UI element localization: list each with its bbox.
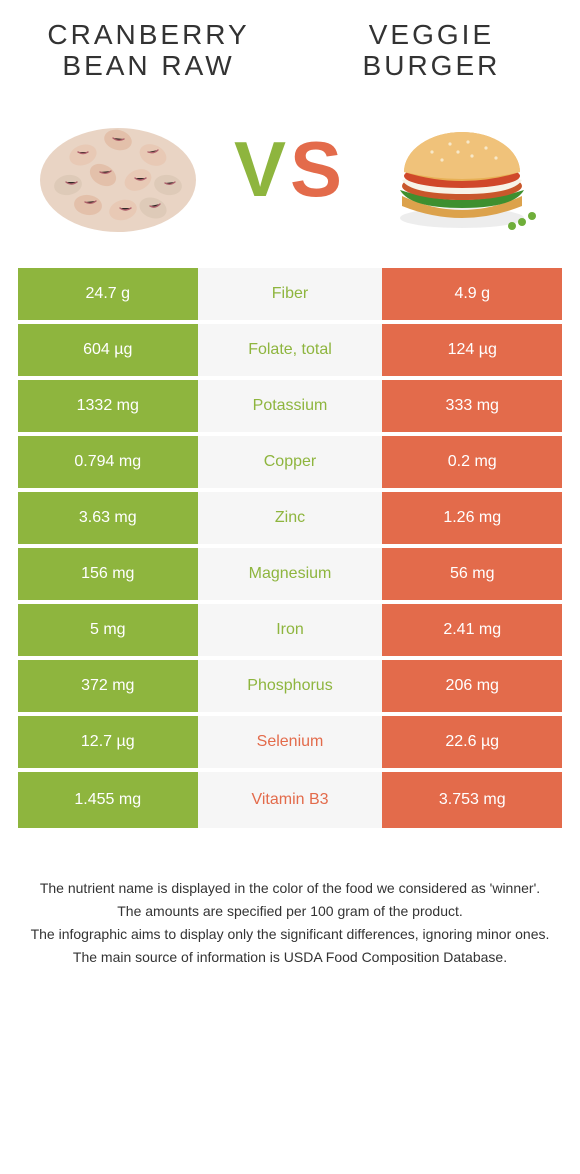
comparison-table: 24.7 gFiber4.9 g604 µgFolate, total124 µ… — [18, 268, 562, 828]
table-row: 156 mgMagnesium56 mg — [18, 548, 562, 604]
footnote-line: The nutrient name is displayed in the co… — [24, 878, 556, 899]
value-right: 4.9 g — [382, 268, 562, 324]
value-left: 12.7 µg — [18, 716, 198, 772]
vs-v: V — [234, 125, 290, 213]
value-right: 22.6 µg — [382, 716, 562, 772]
value-right: 56 mg — [382, 548, 562, 604]
nutrient-label: Vitamin B3 — [198, 772, 383, 828]
value-left: 156 mg — [18, 548, 198, 604]
nutrient-label: Folate, total — [198, 324, 383, 380]
food-image-right — [372, 100, 552, 240]
table-row: 5 mgIron2.41 mg — [18, 604, 562, 660]
value-left: 1332 mg — [18, 380, 198, 436]
value-right: 2.41 mg — [382, 604, 562, 660]
vs-s: S — [290, 125, 346, 213]
value-left: 604 µg — [18, 324, 198, 380]
table-row: 3.63 mgZinc1.26 mg — [18, 492, 562, 548]
hero-row: VS — [18, 100, 562, 240]
value-right: 0.2 mg — [382, 436, 562, 492]
nutrient-label: Fiber — [198, 268, 383, 324]
nutrient-label: Copper — [198, 436, 383, 492]
nutrient-label: Iron — [198, 604, 383, 660]
table-row: 1332 mgPotassium333 mg — [18, 380, 562, 436]
nutrient-label: Phosphorus — [198, 660, 383, 716]
table-row: 12.7 µgSelenium22.6 µg — [18, 716, 562, 772]
value-right: 206 mg — [382, 660, 562, 716]
title-right: VEGGIE BURGER — [301, 20, 562, 82]
vs-label: VS — [234, 124, 346, 215]
value-left: 0.794 mg — [18, 436, 198, 492]
food-image-left — [28, 100, 208, 240]
value-left: 5 mg — [18, 604, 198, 660]
table-row: 1.455 mgVitamin B33.753 mg — [18, 772, 562, 828]
titles-row: CRANBERRY BEAN RAW VEGGIE BURGER — [18, 20, 562, 82]
value-right: 1.26 mg — [382, 492, 562, 548]
table-row: 0.794 mgCopper0.2 mg — [18, 436, 562, 492]
value-right: 3.753 mg — [382, 772, 562, 828]
table-row: 24.7 gFiber4.9 g — [18, 268, 562, 324]
footnote-line: The infographic aims to display only the… — [24, 924, 556, 945]
value-left: 24.7 g — [18, 268, 198, 324]
footnote-line: The main source of information is USDA F… — [24, 947, 556, 968]
value-left: 372 mg — [18, 660, 198, 716]
nutrient-label: Magnesium — [198, 548, 383, 604]
value-left: 3.63 mg — [18, 492, 198, 548]
nutrient-label: Zinc — [198, 492, 383, 548]
comparison-tbody: 24.7 gFiber4.9 g604 µgFolate, total124 µ… — [18, 268, 562, 828]
footnote-line: The amounts are specified per 100 gram o… — [24, 901, 556, 922]
nutrient-label: Selenium — [198, 716, 383, 772]
table-row: 372 mgPhosphorus206 mg — [18, 660, 562, 716]
nutrient-label: Potassium — [198, 380, 383, 436]
value-left: 1.455 mg — [18, 772, 198, 828]
footnotes: The nutrient name is displayed in the co… — [18, 878, 562, 968]
title-left: CRANBERRY BEAN RAW — [18, 20, 279, 82]
table-row: 604 µgFolate, total124 µg — [18, 324, 562, 380]
value-right: 124 µg — [382, 324, 562, 380]
value-right: 333 mg — [382, 380, 562, 436]
